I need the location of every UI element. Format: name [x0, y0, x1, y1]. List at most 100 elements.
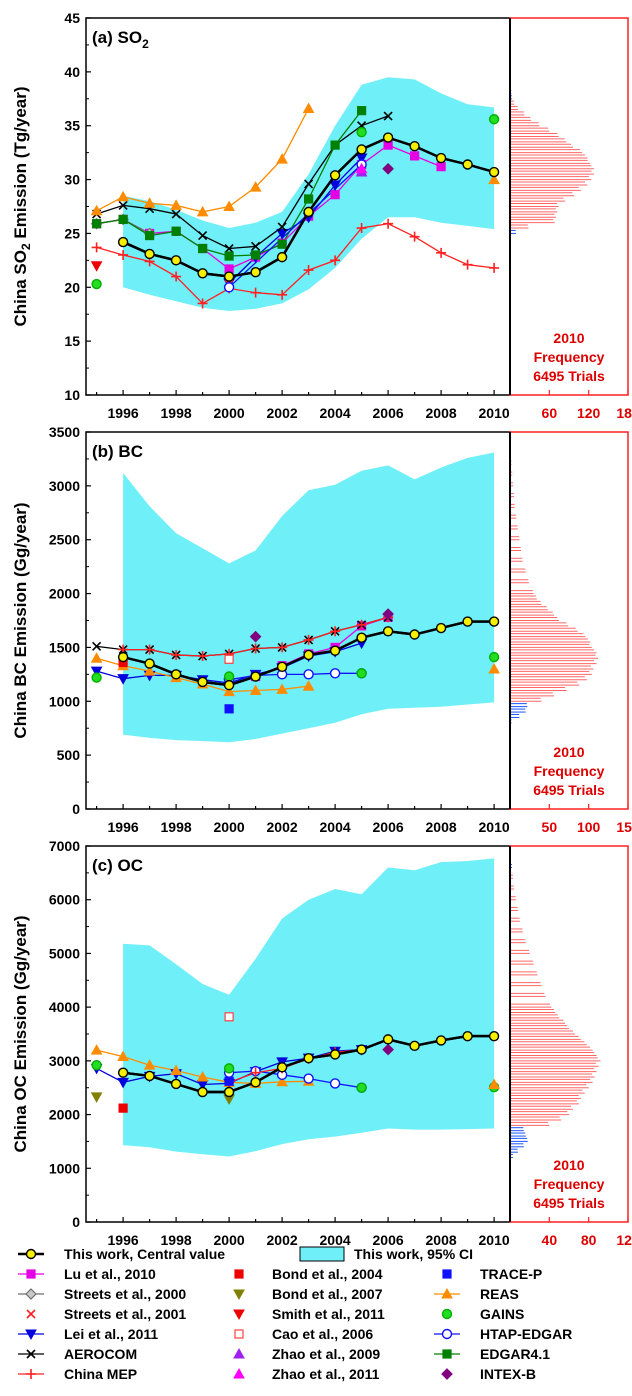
- legend-label: Bond et al., 2007: [272, 1286, 383, 1302]
- y-tick-label: 7000: [49, 838, 80, 854]
- freq-tick-label: 60: [542, 405, 558, 421]
- point-edgar: [251, 250, 261, 260]
- point-central: [409, 1040, 420, 1052]
- y-tick-label: 45: [64, 10, 80, 26]
- point-gains: [91, 278, 102, 290]
- legend-label: EDGAR4.1: [480, 1346, 550, 1362]
- point-lu: [410, 151, 420, 161]
- point-edgar: [224, 251, 234, 261]
- series-line-reas: [96, 108, 310, 213]
- legend-label: Zhao et al., 2009: [272, 1346, 380, 1362]
- point-reas: [143, 1059, 156, 1070]
- legend-label: Zhao et al., 2011: [272, 1366, 380, 1382]
- x-tick-label: 2006: [373, 819, 404, 835]
- x-tick-label: 2006: [373, 405, 404, 421]
- frequency-note: 2010: [553, 330, 584, 346]
- point-bond04: [118, 1103, 128, 1113]
- point-reas: [488, 173, 500, 185]
- point-central: [144, 248, 155, 260]
- legend-label: Lei et al., 2011: [64, 1326, 158, 1342]
- x-tick-label: 2004: [320, 1232, 351, 1248]
- point-central: [250, 671, 261, 682]
- point-reas: [90, 204, 103, 216]
- y-tick-label: 1000: [49, 693, 80, 709]
- legend-label: Smith et al., 2011: [272, 1306, 385, 1322]
- y-tick-label: 0: [72, 801, 80, 817]
- legend-marker: [441, 1368, 453, 1380]
- y-tick-label: 10: [64, 387, 80, 403]
- point-reas: [302, 680, 315, 691]
- point-intexb: [382, 1043, 394, 1056]
- y-axis-label: China OC Emission (Gg/year): [11, 915, 30, 1152]
- point-central: [197, 676, 208, 688]
- legend-item-smith: Smith et al., 2011: [233, 1306, 385, 1322]
- point-aerocom: [171, 209, 181, 219]
- point-reas: [90, 652, 103, 663]
- y-tick-label: 20: [64, 279, 80, 295]
- point-mep: [197, 298, 208, 309]
- y-tick-label: 3000: [49, 1053, 80, 1069]
- legend-item-htap: HTAP-EDGAR: [434, 1326, 572, 1342]
- legend-label: TRACE-P: [480, 1266, 542, 1282]
- point-reas: [196, 205, 209, 217]
- legend-marker: [233, 1347, 245, 1359]
- y-axis-label: China BC Emission (Gg/year): [11, 502, 30, 738]
- legend-item-intexb: INTEX-B: [441, 1366, 536, 1382]
- legend-item-central: This work, Central value: [18, 1246, 225, 1262]
- histogram: [510, 853, 601, 1159]
- point-htap: [223, 282, 235, 293]
- point-edgar: [330, 140, 340, 150]
- y-tick-label: 1500: [49, 639, 80, 655]
- point-mep: [91, 242, 102, 253]
- point-aerocom: [304, 179, 314, 189]
- point-mep: [436, 247, 447, 258]
- point-reas: [488, 1078, 500, 1089]
- ci-band: [123, 452, 495, 743]
- legend-item-tracep: TRACE-P: [442, 1266, 542, 1282]
- point-mep: [250, 643, 261, 654]
- y-tick-label: 35: [64, 118, 80, 134]
- legend-marker: [233, 1367, 245, 1379]
- legend-label: REAS: [480, 1286, 519, 1302]
- point-gains: [356, 668, 367, 679]
- y-tick-label: 3000: [49, 478, 80, 494]
- x-tick-label: 2000: [214, 405, 245, 421]
- point-lu: [330, 190, 340, 200]
- point-central: [488, 616, 500, 627]
- y-tick-label: 15: [64, 333, 80, 349]
- point-central: [488, 1030, 500, 1042]
- point-edgar: [91, 219, 102, 229]
- point-central: [435, 152, 447, 164]
- point-intexb: [382, 608, 394, 620]
- point-mep: [303, 634, 314, 645]
- point-lei: [276, 228, 288, 240]
- x-tick-label: 1996: [108, 1232, 139, 1248]
- point-zhao11: [355, 162, 368, 174]
- y-tick-label: 40: [64, 64, 80, 80]
- ci-band: [123, 858, 495, 1157]
- point-mep: [118, 249, 129, 260]
- point-central: [409, 140, 420, 152]
- x-tick-label: 2002: [267, 1232, 298, 1248]
- y-tick-label: 5000: [49, 945, 80, 961]
- x-tick-label: 2010: [479, 405, 510, 421]
- point-central: [170, 1078, 182, 1090]
- legend-item-streets00: Streets et al., 2000: [18, 1286, 186, 1302]
- point-aerocom: [224, 243, 234, 254]
- frequency-note: 2010: [553, 744, 584, 760]
- point-htap: [329, 1078, 341, 1089]
- freq-tick-label: 180: [616, 405, 632, 421]
- freq-tick-label: 120: [577, 405, 601, 421]
- x-tick-label: 2000: [214, 819, 245, 835]
- legend-item-aerocom: AEROCOM: [18, 1346, 137, 1362]
- point-lei: [90, 666, 103, 678]
- point-central: [223, 679, 235, 691]
- point-htap: [329, 668, 341, 679]
- y-tick-label: 2500: [49, 532, 80, 548]
- point-gains: [356, 126, 367, 138]
- y-axis-label: China SO2 Emission (Tg/year): [11, 86, 33, 326]
- point-aerocom: [277, 222, 287, 232]
- legend-swatch-ci: [299, 1246, 345, 1262]
- series-line-htap: [228, 164, 363, 288]
- freq-tick-label: 50: [542, 819, 558, 835]
